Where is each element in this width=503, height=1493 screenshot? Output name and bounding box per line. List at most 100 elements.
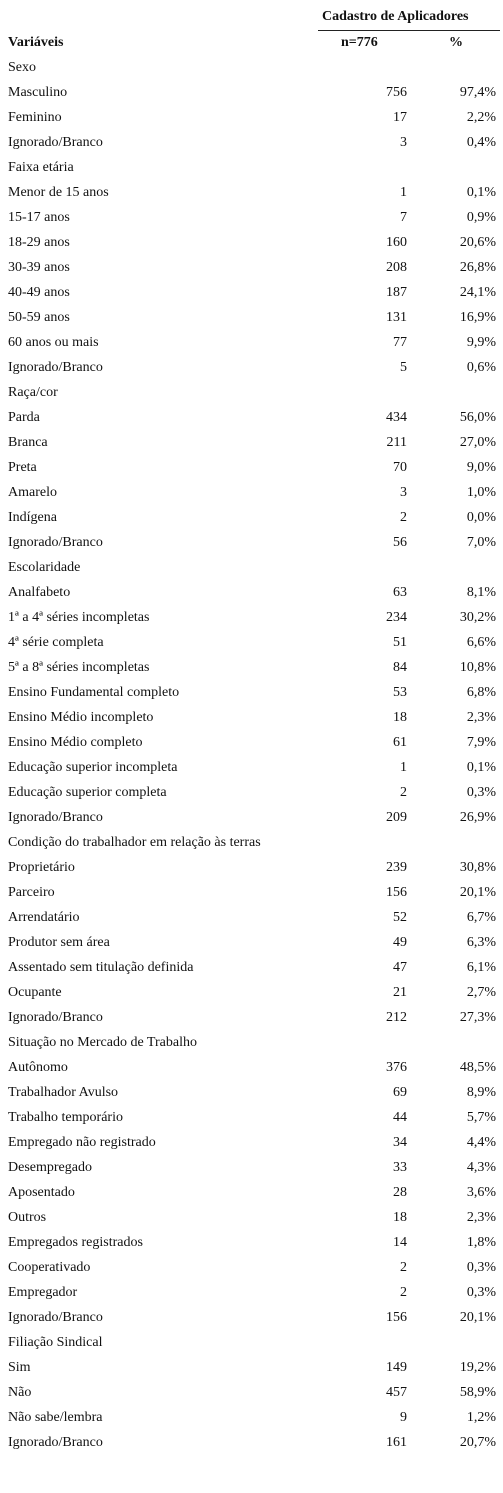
row-label: Ignorado/Branco [8, 135, 103, 150]
row-label: Branca [8, 435, 48, 450]
row-n: 756 [386, 85, 407, 100]
row-n: 208 [386, 260, 407, 275]
row-label: 30-39 anos [8, 260, 70, 275]
row-label: 1ª a 4ª séries incompletas [8, 610, 150, 625]
row-label: Empregados registrados [8, 1235, 143, 1250]
row-label: Amarelo [8, 485, 57, 500]
row-label: 5ª a 8ª séries incompletas [8, 660, 150, 675]
row-n: 434 [386, 410, 407, 425]
row-n: 2 [400, 1260, 407, 1275]
row-n: 149 [386, 1360, 407, 1375]
row-label: 15-17 anos [8, 210, 70, 225]
row-n: 1 [400, 760, 407, 775]
row-n: 156 [386, 1310, 407, 1325]
row-n: 77 [393, 335, 407, 350]
row-label: Proprietário [8, 860, 75, 875]
row-label: Parda [8, 410, 40, 425]
row-n: 209 [386, 810, 407, 825]
row-pct: 9,9% [466, 335, 496, 350]
row-label: Sim [8, 1360, 31, 1375]
row-label: Parceiro [8, 885, 55, 900]
row-pct: 5,7% [466, 1110, 496, 1125]
row-n: 28 [393, 1185, 407, 1200]
row-pct: 0,0% [466, 510, 496, 525]
row-pct: 3,6% [466, 1185, 496, 1200]
row-label: Cooperativado [8, 1260, 91, 1275]
group-label: Situação no Mercado de Trabalho [8, 1035, 197, 1050]
row-n: 3 [400, 485, 407, 500]
row-n: 187 [386, 285, 407, 300]
group-label: Faixa etária [8, 160, 74, 175]
row-n: 2 [400, 785, 407, 800]
row-pct: 97,4% [459, 85, 496, 100]
row-n: 239 [386, 860, 407, 875]
row-label: Ignorado/Branco [8, 360, 103, 375]
row-label: Educação superior incompleta [8, 760, 178, 775]
row-label: Ignorado/Branco [8, 1310, 103, 1325]
group-label: Raça/cor [8, 385, 58, 400]
row-n: 44 [393, 1110, 407, 1125]
row-pct: 20,1% [459, 885, 496, 900]
row-label: Empregado não registrado [8, 1135, 156, 1150]
row-label: 18-29 anos [8, 235, 70, 250]
row-pct: 1,0% [466, 485, 496, 500]
row-n: 49 [393, 935, 407, 950]
row-label: Educação superior completa [8, 785, 167, 800]
row-pct: 8,9% [466, 1085, 496, 1100]
row-label: Preta [8, 460, 37, 475]
row-label: Empregador [8, 1285, 78, 1300]
row-n: 51 [393, 635, 407, 650]
row-label: Arrendatário [8, 910, 80, 925]
header-pct: % [449, 35, 463, 50]
row-n: 17 [393, 110, 407, 125]
row-pct: 30,2% [459, 610, 496, 625]
row-pct: 16,9% [459, 310, 496, 325]
row-label: Ensino Médio incompleto [8, 710, 154, 725]
row-pct: 24,1% [459, 285, 496, 300]
row-pct: 20,1% [459, 1310, 496, 1325]
row-n: 156 [386, 885, 407, 900]
row-pct: 6,8% [466, 685, 496, 700]
row-label: Trabalho temporário [8, 1110, 123, 1125]
row-pct: 27,0% [459, 435, 496, 450]
row-pct: 6,3% [466, 935, 496, 950]
row-pct: 1,2% [466, 1410, 496, 1425]
row-label: Não sabe/lembra [8, 1410, 103, 1425]
header-n: n=776 [341, 35, 378, 50]
row-pct: 6,7% [466, 910, 496, 925]
row-label: Menor de 15 anos [8, 185, 109, 200]
row-label: Analfabeto [8, 585, 71, 600]
row-pct: 7,9% [466, 735, 496, 750]
row-pct: 6,1% [466, 960, 496, 975]
row-n: 160 [386, 235, 407, 250]
row-label: Feminino [8, 110, 62, 125]
row-n: 376 [386, 1060, 407, 1075]
row-label: Ocupante [8, 985, 62, 1000]
row-pct: 4,4% [466, 1135, 496, 1150]
row-label: Ignorado/Branco [8, 1010, 103, 1025]
row-label: Ensino Médio completo [8, 735, 143, 750]
row-pct: 20,7% [459, 1435, 496, 1450]
row-n: 63 [393, 585, 407, 600]
group-label: Filiação Sindical [8, 1335, 103, 1350]
row-pct: 26,8% [459, 260, 496, 275]
row-n: 1 [400, 185, 407, 200]
row-pct: 0,6% [466, 360, 496, 375]
group-label: Escolaridade [8, 560, 81, 575]
row-n: 61 [393, 735, 407, 750]
row-pct: 2,2% [466, 110, 496, 125]
row-label: Não [8, 1385, 32, 1400]
row-n: 131 [386, 310, 407, 325]
row-n: 56 [393, 535, 407, 550]
row-label: 4ª série completa [8, 635, 104, 650]
row-pct: 0,4% [466, 135, 496, 150]
group-label: Sexo [8, 60, 36, 75]
row-label: Masculino [8, 85, 68, 100]
row-pct: 6,6% [466, 635, 496, 650]
row-pct: 48,5% [459, 1060, 496, 1075]
row-pct: 0,1% [466, 185, 496, 200]
row-n: 21 [393, 985, 407, 1000]
row-pct: 0,3% [466, 1260, 496, 1275]
row-pct: 2,3% [466, 1210, 496, 1225]
row-pct: 1,8% [466, 1235, 496, 1250]
